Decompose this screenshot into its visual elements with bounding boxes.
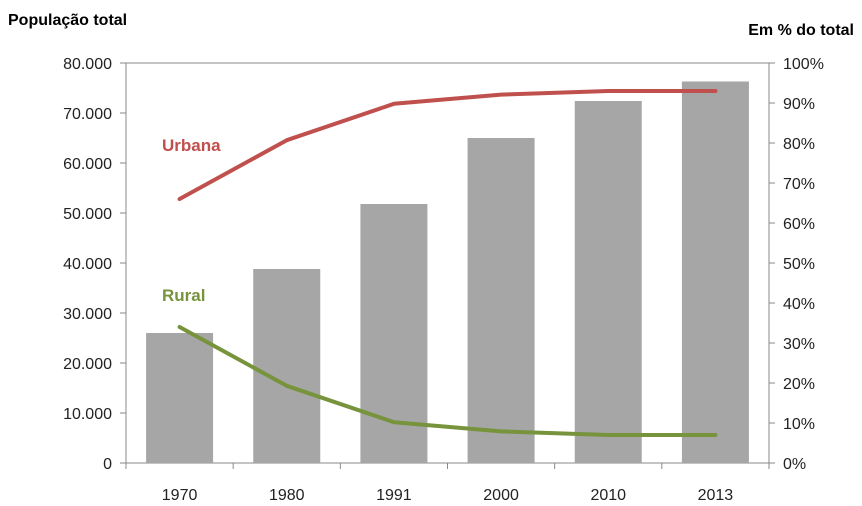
right-tick-label: 30%: [783, 336, 815, 353]
left-tick-label: 20.000: [63, 356, 112, 373]
left-tick-label: 50.000: [63, 206, 112, 223]
right-tick-label: 100%: [783, 56, 824, 73]
left-tick-label: 10.000: [63, 406, 112, 423]
bar-2000: [467, 138, 535, 463]
right-tick-label: 80%: [783, 136, 815, 153]
left-tick-label: 30.000: [63, 306, 112, 323]
right-axis-title: Em % do total: [748, 22, 854, 39]
right-tick-label: 90%: [783, 96, 815, 113]
right-tick-label: 70%: [783, 176, 815, 193]
x-tick-label: 2010: [590, 487, 626, 504]
x-tick-label: 2013: [698, 487, 734, 504]
right-tick-label: 10%: [783, 416, 815, 433]
left-tick-label: 60.000: [63, 156, 112, 173]
line-urbana: [177, 89, 718, 201]
left-tick-label: 70.000: [63, 106, 112, 123]
bar-2013: [681, 81, 749, 463]
bar-2010: [574, 101, 642, 463]
right-tick-label: 40%: [783, 296, 815, 313]
series-label-rural: Rural: [162, 286, 205, 305]
bar-1980: [253, 269, 321, 463]
right-tick-label: 60%: [783, 216, 815, 233]
left-axis-title: População total: [8, 12, 128, 29]
x-tick-label: 1991: [376, 487, 412, 504]
line-rural: [177, 325, 718, 437]
plot-area-frame: [125, 62, 770, 464]
bar-1991: [360, 204, 428, 463]
series-label-urbana: Urbana: [162, 136, 221, 155]
right-tick-label: 50%: [783, 256, 815, 273]
x-tick-label: 2000: [483, 487, 519, 504]
bar-1970: [146, 333, 214, 463]
right-tick-label: 20%: [783, 376, 815, 393]
left-tick-label: 40.000: [63, 256, 112, 273]
x-tick-label: 1980: [269, 487, 305, 504]
left-tick-label: 80.000: [63, 56, 112, 73]
x-tick-label: 1970: [162, 487, 198, 504]
right-tick-label: 0%: [783, 456, 806, 473]
left-tick-label: 0: [103, 456, 112, 473]
